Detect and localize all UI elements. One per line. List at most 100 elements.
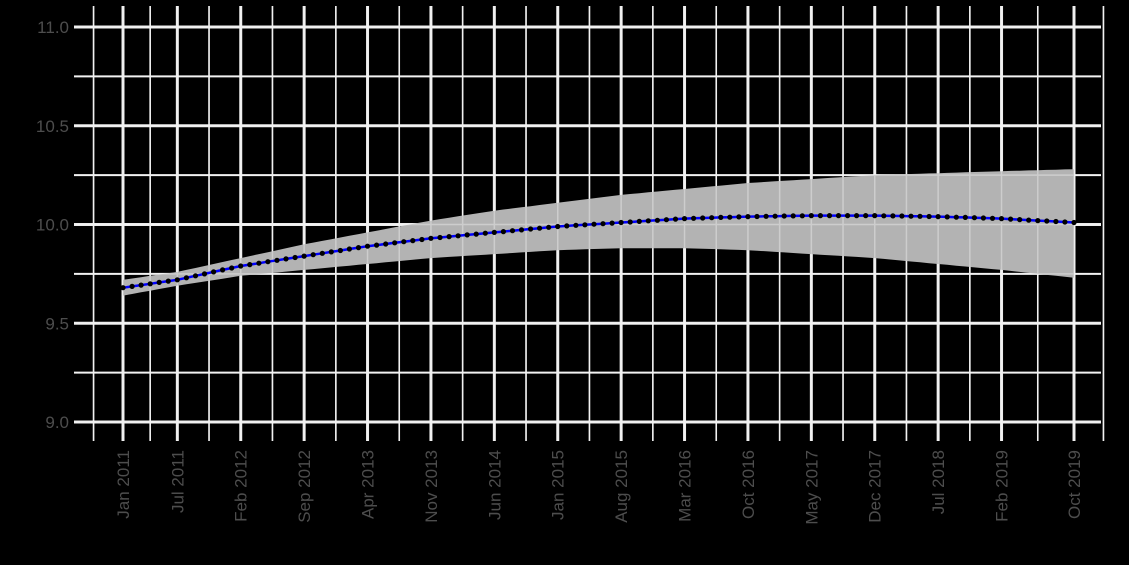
data-point (183, 275, 189, 281)
data-point (736, 214, 742, 220)
data-point (727, 214, 733, 220)
data-point (890, 213, 896, 219)
data-point (944, 214, 950, 220)
data-point (826, 213, 833, 219)
fit-line (122, 214, 1075, 289)
data-point (627, 219, 633, 225)
data-point (537, 225, 543, 231)
grid-overlay (74, 6, 1105, 441)
data-point (663, 217, 670, 223)
data-point (491, 229, 497, 235)
data-point (410, 238, 416, 244)
data-point (211, 269, 217, 275)
data-point (917, 213, 923, 219)
data-point (174, 277, 180, 283)
data-point (618, 219, 624, 226)
x-tick-label: Jan 2011 (114, 450, 133, 519)
data-point (518, 227, 525, 233)
data-point (935, 214, 941, 220)
data-point (754, 213, 760, 220)
data-point (319, 250, 325, 256)
data-point (292, 254, 298, 261)
data-point (808, 213, 814, 219)
data-point (908, 213, 914, 219)
data-point (872, 213, 878, 219)
data-point (1026, 217, 1032, 223)
data-point (129, 283, 135, 289)
data-point (835, 213, 842, 219)
x-tick-label: Nov 2013 (422, 450, 441, 523)
data-point (328, 249, 334, 255)
data-point (709, 215, 715, 221)
x-tick-label: Dec 2017 (866, 450, 885, 523)
data-point (500, 229, 506, 235)
data-point (528, 226, 534, 232)
data-point (718, 214, 724, 220)
data-point (1044, 218, 1050, 224)
data-point (591, 221, 597, 227)
data-point (772, 213, 778, 219)
data-point (854, 213, 860, 219)
data-point (383, 241, 389, 247)
data-point (265, 259, 271, 265)
data-point (220, 267, 226, 273)
data-point (1071, 219, 1077, 226)
y-tick-label: 11.0 (37, 18, 69, 37)
data-point (247, 262, 253, 268)
data-point (473, 231, 479, 237)
data-point (763, 213, 769, 219)
x-tick-label: Aug 2015 (612, 450, 631, 523)
data-point (374, 242, 380, 248)
data-point (962, 214, 968, 220)
data-point (863, 213, 869, 219)
x-tick-label: Oct 2019 (1065, 450, 1084, 519)
data-point (437, 234, 443, 241)
data-point (691, 215, 697, 221)
x-axis-labels: Jan 2011 Jul 2011 Feb 2012 Sep 2012 Apr 2013… (114, 450, 1084, 525)
y-axis-labels: 9.0 9.5 10.0 10.5 11.0 (36, 18, 69, 432)
data-point (745, 214, 751, 220)
fit-line-path (122, 214, 1075, 289)
data-point (573, 222, 579, 228)
data-point (609, 220, 615, 226)
data-point (998, 216, 1005, 222)
data-point (600, 221, 606, 227)
data-point (192, 273, 199, 279)
data-point (482, 230, 488, 236)
data-point (790, 213, 796, 219)
data-point (953, 214, 959, 220)
data-point (337, 247, 343, 254)
confidence-ribbon (74, 6, 1105, 441)
data-point (845, 213, 851, 219)
y-tick-label: 10.0 (36, 216, 69, 235)
data-point (1062, 219, 1068, 225)
x-tick-label: May 2017 (802, 450, 821, 525)
data-point (817, 213, 824, 219)
y-tick-label: 10.5 (36, 117, 69, 136)
data-point (201, 271, 208, 277)
data-point (980, 215, 987, 221)
x-tick-label: Jun 2014 (485, 450, 504, 520)
data-point (546, 224, 552, 230)
data-point (645, 218, 651, 224)
data-point (971, 215, 978, 221)
data-point (881, 213, 887, 219)
data-point (781, 213, 787, 219)
data-point (156, 279, 162, 285)
data-point (672, 216, 679, 222)
data-point (310, 252, 316, 258)
data-point (1017, 217, 1023, 223)
x-tick-label: Mar 2016 (676, 450, 695, 522)
data-point (989, 215, 996, 221)
data-point (926, 213, 932, 220)
data-point (392, 240, 398, 246)
data-point (401, 239, 407, 245)
data-point (419, 236, 425, 243)
data-point (1053, 218, 1059, 225)
data-point (165, 278, 171, 284)
data-point (654, 217, 661, 223)
data-point (428, 235, 434, 241)
data-point (283, 256, 289, 262)
x-tick-label: Apr 2013 (359, 450, 378, 519)
